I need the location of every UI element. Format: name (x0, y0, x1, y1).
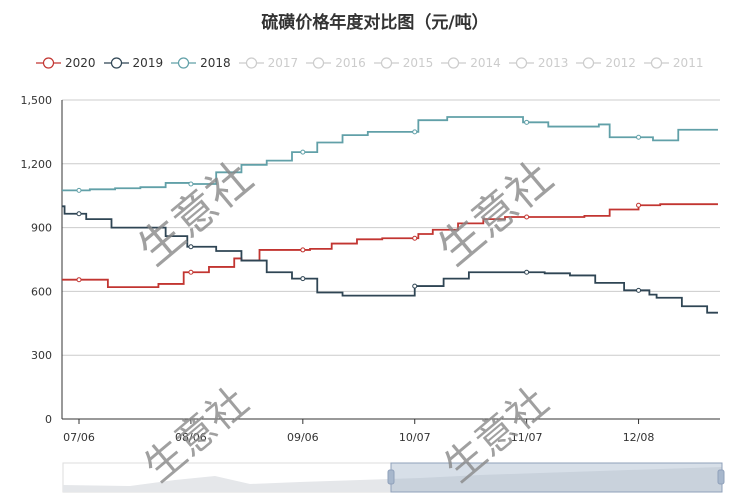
y-tick-label: 300 (31, 349, 52, 362)
data-point (412, 235, 418, 241)
y-tick-label: 1,500 (21, 94, 53, 107)
data-point (636, 134, 642, 140)
data-point (412, 283, 418, 289)
legend-marker-icon (576, 57, 602, 69)
legend-label: 2018 (200, 56, 231, 70)
x-tick-label: 12/08 (623, 431, 655, 444)
legend-label: 2013 (537, 56, 569, 70)
chart-title: 硫磺价格年度对比图（元/吨） (261, 13, 489, 33)
data-point (188, 181, 194, 187)
legend-marker-icon (373, 57, 399, 69)
data-point (188, 269, 194, 275)
y-tick-label: 600 (31, 285, 52, 298)
series-line-2019 (62, 205, 718, 314)
legend-label: 2014 (470, 56, 501, 70)
legend-label: 2012 (605, 56, 636, 70)
x-tick-label: 09/06 (287, 431, 319, 444)
data-point (636, 287, 642, 293)
slider-handle[interactable] (717, 469, 725, 485)
legend-item-2016[interactable]: 2016 (306, 56, 366, 70)
series-line-2018 (62, 116, 718, 192)
series-2020 (62, 202, 718, 289)
slider-selected-range[interactable] (390, 462, 723, 493)
legend-label: 2019 (132, 56, 164, 70)
series-2019 (62, 205, 718, 314)
legend-label: 2016 (335, 56, 366, 70)
legend-marker-icon (36, 57, 61, 69)
legend-label: 2011 (672, 56, 704, 70)
legend-label: 2017 (267, 56, 299, 70)
data-point (524, 214, 530, 220)
y-tick-label: 900 (31, 222, 52, 235)
legend: 2020 2019 2018 2017 2016 2015 2014 2013 2012 2011 (36, 56, 711, 70)
datazoom-slider (62, 462, 725, 493)
legend-item-2014[interactable]: 2014 (441, 56, 501, 70)
legend-item-2017[interactable]: 2017 (238, 56, 299, 70)
legend-item-2020[interactable]: 2020 (36, 56, 96, 70)
series-line-2020 (62, 203, 718, 289)
legend-item-2012[interactable]: 2012 (576, 56, 636, 70)
data-point (76, 211, 82, 217)
x-tick-label: 08/06 (175, 431, 207, 444)
data-point (76, 187, 82, 193)
data-point (188, 244, 194, 250)
legend-label: 2015 (402, 56, 434, 70)
series-2018 (62, 116, 718, 193)
y-tick-label: 0 (45, 413, 52, 426)
y-tick-label: 1,200 (21, 158, 53, 171)
data-point (412, 129, 418, 135)
legend-marker-icon (171, 57, 197, 69)
legend-item-2013[interactable]: 2013 (508, 56, 569, 70)
x-tick-label: 11/07 (511, 431, 543, 444)
legend-marker-icon (508, 57, 534, 69)
slider-handle[interactable] (387, 469, 395, 485)
data-point (524, 119, 530, 125)
data-point (300, 276, 306, 282)
legend-item-2019[interactable]: 2019 (103, 56, 164, 70)
legend-marker-icon (238, 57, 264, 69)
x-tick-label: 10/07 (399, 431, 431, 444)
legend-item-2011[interactable]: 2011 (643, 56, 704, 70)
legend-marker-icon (306, 57, 332, 69)
legend-marker-icon (103, 57, 129, 69)
data-point (300, 247, 306, 253)
data-point (524, 269, 530, 275)
legend-item-2015[interactable]: 2015 (373, 56, 434, 70)
legend-marker-icon (643, 57, 669, 69)
data-point (76, 277, 82, 283)
legend-marker-icon (441, 57, 467, 69)
data-point (636, 202, 642, 208)
legend-item-2018[interactable]: 2018 (171, 56, 231, 70)
data-point (300, 149, 306, 155)
watermark: 生意社 (129, 152, 263, 276)
x-tick-label: 07/06 (63, 431, 95, 444)
legend-label: 2020 (65, 56, 96, 70)
watermark: 生意社 (429, 152, 563, 276)
